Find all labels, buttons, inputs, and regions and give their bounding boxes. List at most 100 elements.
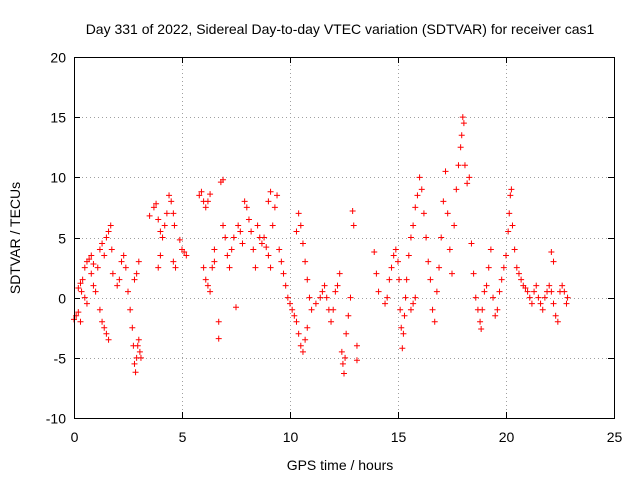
data-point (458, 132, 465, 139)
data-point (481, 288, 488, 295)
data-point (248, 228, 255, 235)
data-point (136, 348, 143, 355)
data-point (470, 270, 477, 277)
y-tick-label: -10 (46, 411, 66, 427)
data-point (265, 198, 272, 205)
data-point (297, 222, 304, 229)
x-tick-label: 10 (283, 429, 299, 445)
data-point (397, 306, 404, 313)
data-point (233, 304, 239, 311)
data-point (220, 176, 227, 183)
data-point (317, 294, 324, 301)
data-point (522, 285, 529, 292)
data-point (496, 288, 503, 295)
data-point (207, 191, 214, 198)
y-axis-label: SDTVAR / TECUs (7, 182, 23, 294)
data-point (133, 270, 140, 277)
data-point (306, 294, 313, 301)
data-point (342, 354, 349, 361)
data-point (492, 312, 499, 319)
data-point (157, 228, 164, 235)
data-point (79, 276, 86, 283)
data-point (101, 324, 108, 331)
data-point (265, 252, 272, 259)
data-point (299, 240, 306, 247)
data-point (204, 198, 211, 205)
data-point (107, 222, 114, 229)
data-point (405, 252, 412, 259)
data-point (410, 300, 417, 307)
x-axis-label: GPS time / hours (287, 457, 394, 473)
data-point (181, 248, 188, 255)
data-point (263, 244, 270, 251)
data-point (531, 288, 538, 295)
data-point (518, 276, 525, 283)
data-point (451, 222, 458, 229)
data-point (297, 342, 304, 349)
data-point (81, 294, 88, 301)
data-point (535, 294, 542, 301)
data-point (96, 306, 103, 313)
data-point (402, 294, 409, 301)
data-point (271, 204, 278, 211)
data-point (455, 162, 462, 169)
data-point (513, 264, 520, 271)
data-point (295, 210, 302, 217)
data-point (353, 342, 360, 349)
data-point (461, 162, 468, 169)
data-point (550, 258, 557, 265)
data-point (166, 192, 173, 199)
data-point (526, 294, 533, 301)
data-point (548, 248, 555, 255)
data-point (438, 234, 445, 241)
data-point (373, 270, 380, 277)
data-point (384, 294, 391, 301)
data-point (282, 282, 289, 289)
data-point (131, 360, 138, 367)
data-point (533, 282, 540, 289)
data-point (552, 312, 559, 319)
data-point (131, 276, 138, 283)
data-point (429, 306, 436, 313)
data-point (161, 222, 168, 229)
data-point (96, 246, 103, 253)
data-point (507, 192, 514, 199)
data-point (509, 222, 516, 229)
data-point (403, 276, 410, 283)
y-tick-label: 0 (58, 291, 66, 307)
data-point (77, 280, 84, 287)
data-point (350, 222, 357, 229)
data-point (436, 264, 443, 271)
data-point (215, 318, 222, 325)
data-point (211, 258, 218, 265)
data-point (433, 288, 440, 295)
data-point (269, 222, 276, 229)
y-tick-label: 20 (50, 50, 66, 66)
data-point (134, 342, 141, 349)
data-point (347, 294, 354, 301)
data-point (120, 252, 127, 259)
data-point (334, 282, 341, 289)
data-point (500, 264, 507, 271)
data-point (261, 234, 268, 241)
data-point (278, 258, 285, 265)
data-point (302, 258, 309, 265)
data-point (375, 288, 382, 295)
data-point (81, 264, 88, 271)
data-point (390, 252, 397, 259)
data-point (508, 186, 515, 193)
data-point (401, 312, 408, 319)
data-point (150, 204, 157, 211)
data-point (157, 252, 164, 259)
data-point (78, 288, 85, 295)
data-point (122, 264, 129, 271)
data-point (129, 324, 136, 331)
data-point (224, 252, 231, 259)
data-point (250, 246, 257, 253)
data-point (479, 306, 486, 313)
data-point (524, 288, 531, 295)
data-point (75, 309, 82, 316)
data-point (209, 264, 216, 271)
axis-ticks (74, 57, 615, 419)
data-point (114, 282, 121, 289)
